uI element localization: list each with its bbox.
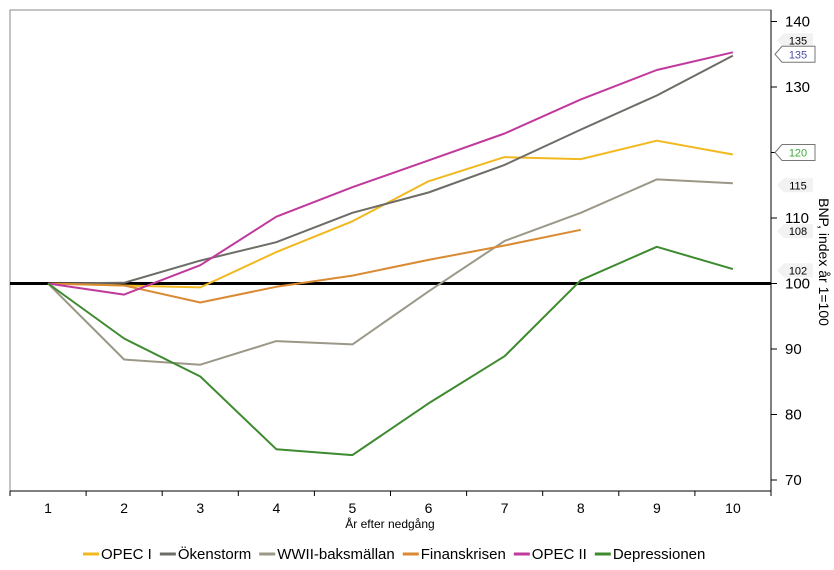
- y-tick-label: 80: [785, 407, 802, 424]
- legend-label: OPEC I: [101, 546, 152, 563]
- series-line-ökenstorm: [47, 54, 734, 285]
- end-label: 102: [789, 265, 807, 277]
- y-axis-title: BNP, index år 1=100: [816, 198, 832, 326]
- legend-label: WWII-baksmällan: [277, 546, 395, 563]
- end-label: 135: [789, 35, 807, 47]
- end-label-bg: [777, 263, 813, 278]
- x-tick-label: 2: [120, 500, 128, 516]
- series-line-opec-ii: [47, 51, 734, 296]
- series-lines: [47, 51, 734, 457]
- series-line-depressionen: [47, 245, 734, 457]
- x-tick-label: 9: [653, 500, 661, 516]
- legend-label: Depressionen: [613, 546, 706, 563]
- x-tick-label: 5: [349, 500, 357, 516]
- x-tick-label: 10: [725, 500, 741, 516]
- y-tick-label: 130: [785, 79, 810, 96]
- end-labels: 135 135 120 115 108 102: [774, 33, 816, 278]
- end-label-box: [774, 144, 816, 161]
- legend-label: OPEC II: [532, 546, 587, 563]
- y-tick-label: 90: [785, 341, 802, 358]
- end-label-bg: [777, 178, 813, 193]
- x-tick-label: 4: [272, 500, 280, 516]
- end-label: 108: [789, 226, 807, 238]
- plot-frame: [9, 9, 772, 492]
- x-tick-label: 3: [196, 500, 204, 516]
- end-label: 115: [789, 180, 807, 192]
- x-tick-label: 7: [501, 500, 509, 516]
- end-label-box: [774, 45, 816, 63]
- x-axis-title: År efter nedgång: [345, 516, 434, 531]
- legend-label: Ökenstorm: [178, 545, 251, 563]
- legend: OPEC I Ökenstorm WWII-baksmällan Finanskris…: [83, 545, 705, 563]
- series-line-finanskrisen: [47, 228, 582, 304]
- end-label-bg: [777, 224, 813, 239]
- end-label: 135: [789, 49, 807, 61]
- series-line-opec-i: [47, 139, 734, 289]
- series-line-wwii-baksmällan: [47, 178, 733, 366]
- legend-label: Finanskrisen: [421, 546, 506, 563]
- x-tick-label: 1: [44, 500, 52, 516]
- y-tick-label: 110: [785, 210, 809, 227]
- x-tick-label: 8: [577, 500, 585, 516]
- x-tick-label: 6: [425, 500, 433, 516]
- axes: 70 80 90 100 110 120 130 140 1 2 3 4 5 6 7 8 9 10: [9, 9, 810, 516]
- end-label: 120: [789, 148, 807, 160]
- y-tick-label: 140: [785, 14, 810, 31]
- end-label-bg: [777, 33, 813, 48]
- y-tick-label: 70: [785, 472, 802, 489]
- y-tick-label: 100: [785, 276, 810, 293]
